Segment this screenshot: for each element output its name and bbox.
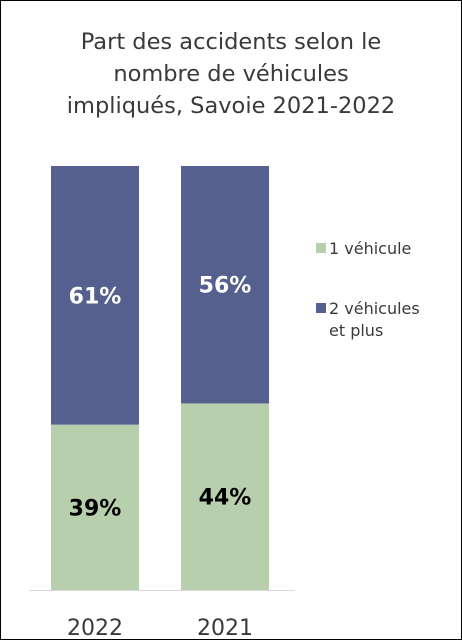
- chart-legend: 1 véhicule 2 véhicules et plus: [316, 238, 456, 380]
- bar-segment-2021-series-2: [181, 166, 269, 404]
- legend-item-1-vehicule: 1 véhicule: [316, 238, 456, 260]
- chart-title-line-3: impliqués, Savoie 2021-2022: [66, 93, 396, 119]
- chart-title-line-2: nombre de véhicules: [113, 61, 349, 87]
- x-tick-label-2022: 2022: [67, 616, 123, 640]
- x-tick-label-2021: 2021: [197, 616, 253, 640]
- legend-label-1-vehicule: 1 véhicule: [329, 239, 412, 258]
- data-label-2021-series-1: 44%: [199, 486, 252, 511]
- legend-swatch-1-vehicule: [316, 243, 326, 253]
- bar-segment-2022-series-2: [51, 166, 139, 425]
- legend-swatch-2-vehicules-et-plus: [316, 303, 326, 313]
- chart-title-line-1: Part des accidents selon le: [80, 29, 382, 55]
- data-label-2022-series-1: 39%: [69, 496, 122, 521]
- chart-title: Part des accidents selon le nombre de vé…: [30, 26, 432, 122]
- legend-item-2-vehicules-et-plus: 2 véhicules et plus: [316, 298, 456, 342]
- data-label-2022-series-2: 61%: [69, 284, 122, 309]
- legend-label-2-vehicules-et-plus: 2 véhicules et plus: [329, 299, 420, 340]
- bar-segment-2021-series-1: [181, 403, 269, 590]
- data-label-2021-series-2: 56%: [199, 274, 252, 299]
- bar-segment-2022-series-1: [51, 424, 139, 590]
